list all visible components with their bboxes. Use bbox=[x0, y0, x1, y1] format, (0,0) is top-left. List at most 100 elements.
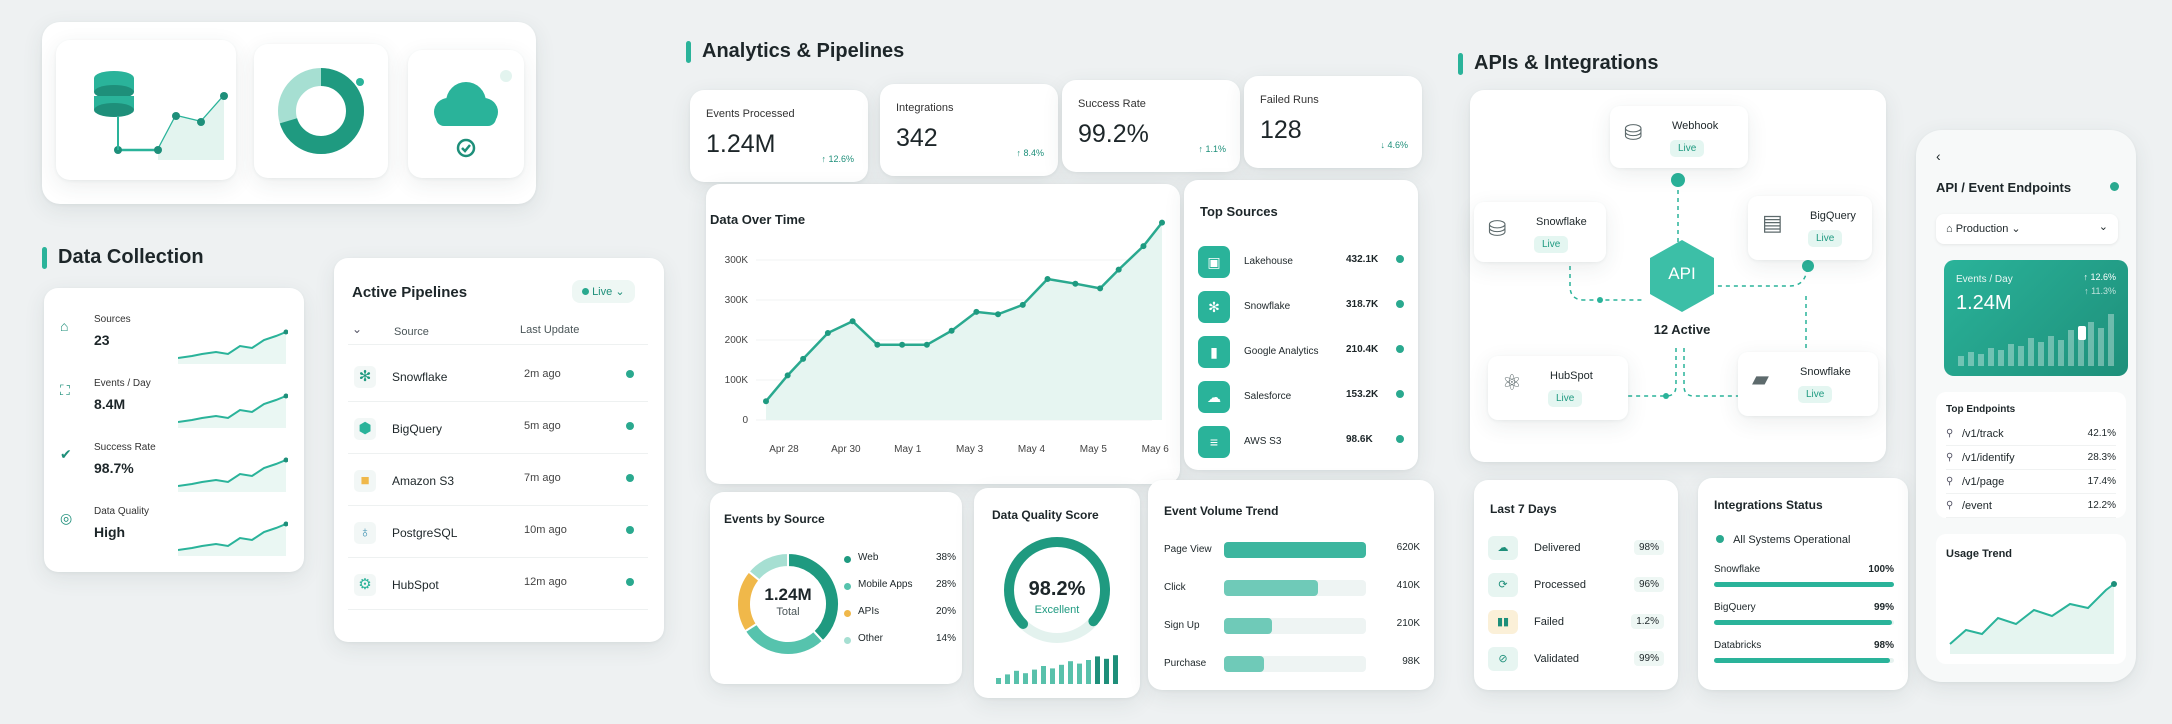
data-point[interactable] bbox=[899, 341, 906, 348]
top-source-row[interactable]: ▮ Google Analytics 210.4K bbox=[1196, 332, 1406, 372]
top-source-name: Salesforce bbox=[1244, 391, 1292, 402]
pipeline-row[interactable]: ✻ Snowflake 2m ago bbox=[348, 352, 648, 402]
hbar-bar[interactable] bbox=[1224, 580, 1318, 596]
collection-metric[interactable]: ⌂ Sources 23 bbox=[44, 312, 304, 372]
pipeline-row[interactable]: ■ Amazon S3 7m ago bbox=[348, 456, 648, 506]
data-point[interactable] bbox=[849, 318, 856, 325]
collection-metric-value: High bbox=[94, 524, 126, 540]
last7-row[interactable]: ▮▮ Failed 1.2% bbox=[1488, 608, 1668, 638]
sparkline bbox=[178, 329, 288, 364]
last7-row[interactable]: ⊘ Validated 99% bbox=[1488, 645, 1668, 675]
hbar-bar[interactable] bbox=[1224, 656, 1264, 672]
data-point[interactable] bbox=[1072, 280, 1079, 287]
pipeline-row[interactable]: ⬢ BigQuery 5m ago bbox=[348, 404, 648, 454]
hbar-bar[interactable] bbox=[1224, 618, 1273, 634]
env-select[interactable]: ⌂ Production ⌄ ⌄ bbox=[1936, 214, 2118, 244]
sort-chevron-icon[interactable]: ⌄ bbox=[352, 322, 363, 336]
last7-row[interactable]: ⟳ Processed 96% bbox=[1488, 571, 1668, 601]
endpoint-row[interactable]: ⚲ /v1/identify 28.3% bbox=[1946, 450, 2116, 470]
quality-label: Excellent bbox=[1034, 604, 1080, 616]
endpoint-row[interactable]: ⚲ /event 12.2% bbox=[1946, 498, 2116, 518]
collection-metric[interactable]: ✔ Success Rate 98.7% bbox=[44, 440, 304, 500]
pie-legend-item[interactable]: Other 14% bbox=[844, 633, 956, 653]
data-point[interactable] bbox=[973, 308, 980, 315]
data-point[interactable] bbox=[1115, 266, 1122, 273]
pipeline-status-dot bbox=[626, 422, 634, 430]
legend-label: Other bbox=[858, 633, 884, 644]
top-source-row[interactable]: ☁ Salesforce 153.2K bbox=[1196, 377, 1406, 417]
legend-swatch bbox=[844, 583, 851, 590]
col-header-source[interactable]: Source bbox=[394, 326, 429, 338]
endpoint-value: 17.4% bbox=[2087, 476, 2116, 487]
endpoint-row[interactable]: ⚲ /v1/track 42.1% bbox=[1946, 426, 2116, 446]
last7-label: Delivered bbox=[1534, 542, 1581, 554]
data-point[interactable] bbox=[874, 341, 881, 348]
kpi-card[interactable]: Success Rate 99.2% ↑ 1.1% bbox=[1062, 80, 1240, 172]
data-point[interactable] bbox=[1140, 243, 1147, 250]
api-node[interactable]: ⛁ Webhook Live bbox=[1610, 106, 1748, 168]
collection-metric-label: Events / Day bbox=[94, 378, 151, 389]
integrations-status-title: Integrations Status bbox=[1714, 498, 1823, 512]
data-point[interactable] bbox=[995, 311, 1002, 318]
api-node-status: Live bbox=[1670, 140, 1705, 157]
endpoint-icon: ⚲ bbox=[1946, 428, 1954, 439]
data-point[interactable] bbox=[923, 341, 930, 348]
data-point[interactable] bbox=[1159, 219, 1165, 226]
col-header-update[interactable]: Last Update bbox=[520, 324, 580, 336]
api-active-count: 12 Active bbox=[1653, 322, 1711, 337]
hbar-bar[interactable] bbox=[1224, 542, 1366, 558]
api-node[interactable]: ⛁ Snowflake Live bbox=[1474, 202, 1606, 262]
kpi-card[interactable]: Failed Runs 128 ↓ 4.6% bbox=[1244, 76, 1422, 168]
chevron-down-icon: ⌄ bbox=[2098, 221, 2108, 233]
data-point[interactable] bbox=[824, 330, 831, 337]
pie-legend-item[interactable]: APIs 20% bbox=[844, 606, 956, 626]
collection-metric[interactable]: ◎ Data Quality High bbox=[44, 504, 304, 564]
data-point[interactable] bbox=[800, 355, 807, 362]
quality-bar bbox=[1023, 673, 1028, 684]
api-node[interactable]: ▰ Snowflake Live bbox=[1738, 352, 1878, 416]
api-node[interactable]: ⚛ HubSpot Live bbox=[1488, 356, 1628, 420]
integration-bar bbox=[1714, 582, 1894, 587]
endpoint-row[interactable]: ⚲ /v1/page 17.4% bbox=[1946, 474, 2116, 494]
section-title-analytics: Analytics & Pipelines bbox=[686, 40, 904, 63]
top-source-row[interactable]: ≡ AWS S3 98.6K bbox=[1196, 422, 1406, 462]
pie-legend-item[interactable]: Web 38% bbox=[844, 552, 956, 572]
pipeline-row[interactable]: ⚙ HubSpot 12m ago bbox=[348, 560, 648, 610]
data-point[interactable] bbox=[1019, 301, 1026, 308]
collection-metric[interactable]: ⛶ Events / Day 8.4M bbox=[44, 376, 304, 436]
api-node[interactable]: ▤ BigQuery Live bbox=[1748, 196, 1872, 260]
pipeline-row[interactable]: ♁ PostgreSQL 10m ago bbox=[348, 508, 648, 558]
hbar-row[interactable]: Click 410K bbox=[1164, 574, 1420, 602]
data-point[interactable] bbox=[784, 372, 791, 379]
kpi-delta: ↑ 1.1% bbox=[1198, 144, 1226, 154]
top-source-row[interactable]: ✻ Snowflake 318.7K bbox=[1196, 287, 1406, 327]
top-source-row[interactable]: ▣ Lakehouse 432.1K bbox=[1196, 242, 1406, 282]
pipelines-status-pill[interactable]: Live ⌄ bbox=[572, 280, 635, 303]
hbar-row[interactable]: Page View 620K bbox=[1164, 536, 1420, 564]
integration-row[interactable]: Snowflake 100% bbox=[1714, 564, 1894, 596]
top-source-value: 432.1K bbox=[1346, 254, 1379, 265]
line-chart: 0 100K 200K 300K 300K Apr 28 Apr 30 May 1 May 3 M… bbox=[725, 219, 1169, 455]
back-icon[interactable]: ‹ bbox=[1936, 148, 1941, 164]
api-node-status: Live bbox=[1534, 236, 1569, 253]
kpi-card[interactable]: Events Processed 1.24M ↑ 12.6% bbox=[690, 90, 868, 182]
data-point[interactable] bbox=[1044, 276, 1051, 282]
integration-row[interactable]: BigQuery 99% bbox=[1714, 602, 1894, 634]
pie-legend-item[interactable]: Mobile Apps 28% bbox=[844, 579, 956, 599]
top-source-value: 153.2K bbox=[1346, 389, 1379, 400]
data-point[interactable] bbox=[1097, 285, 1104, 292]
hbar-row[interactable]: Sign Up 210K bbox=[1164, 612, 1420, 640]
hbar-row[interactable]: Purchase 98K bbox=[1164, 650, 1420, 678]
kpi-card[interactable]: Integrations 342 ↑ 8.4% bbox=[880, 84, 1058, 176]
pie-slice[interactable] bbox=[743, 622, 825, 656]
api-hub-label[interactable]: API bbox=[1668, 264, 1696, 283]
pie-slice[interactable] bbox=[747, 551, 789, 582]
last7-row[interactable]: ☁ Delivered 98% bbox=[1488, 534, 1668, 564]
data-point[interactable] bbox=[948, 327, 955, 334]
data-point[interactable] bbox=[763, 398, 769, 405]
quality-icon: ◎ bbox=[60, 510, 73, 526]
pipeline-name: BigQuery bbox=[392, 422, 443, 436]
integration-row[interactable]: Databricks 98% bbox=[1714, 640, 1894, 672]
tile-bar bbox=[2008, 344, 2014, 366]
tile-label: Events / Day bbox=[1956, 274, 2013, 285]
